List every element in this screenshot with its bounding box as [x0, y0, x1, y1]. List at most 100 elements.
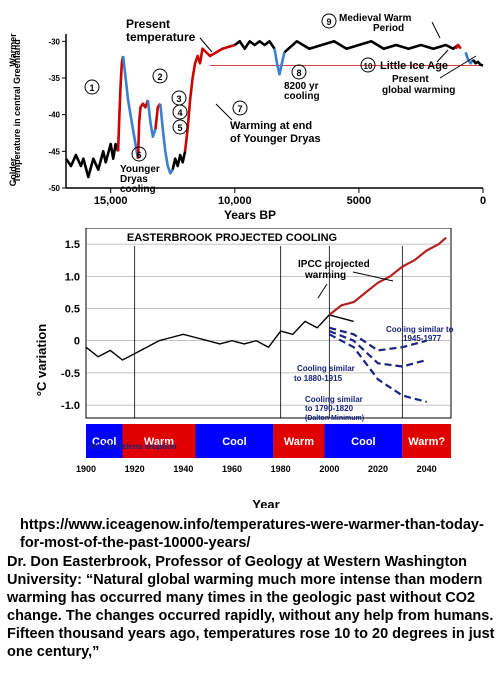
bottom-plot-frame: [85, 227, 452, 419]
marker-6-label: 6: [136, 150, 141, 160]
annotation-cooling-1790-3: (Dalton Minimum): [305, 415, 364, 422]
bottom-x-tick-label: 1940: [173, 464, 193, 474]
top-series-base: [64, 142, 120, 179]
top-ylabel-temperature: Temperature in central Greenland: [12, 39, 22, 182]
marker-8-label: 8: [296, 68, 301, 78]
phase-label: Warm: [284, 436, 314, 448]
top-x-tick-label: 15,000: [94, 195, 128, 207]
marker-4: [172, 104, 188, 120]
bottom-y-tick-label: 0.5: [65, 304, 80, 316]
marker-7: [232, 100, 248, 116]
annotation-mt-st-helens: Mt. St. Helens eruption: [90, 442, 177, 451]
phase-label: Warm: [144, 436, 174, 448]
marker-9: [321, 13, 337, 29]
annotation-cooling-1880-2: to 1880-1915: [294, 374, 343, 383]
annotation-8200-1: 8200 yr: [284, 81, 319, 92]
arrow-medieval: [431, 21, 441, 39]
annotation-younger-dryas-3: cooling: [120, 184, 156, 195]
bottom-xlabel: Year: [252, 497, 279, 508]
arrow-present-temperature: [199, 37, 213, 53]
bottom-y-tick-label: 1.0: [65, 271, 80, 283]
bottom-series-0: [85, 314, 354, 361]
top-series-holocene-2: [283, 39, 459, 54]
annotation-present-temperature-line2: temperature: [126, 30, 196, 44]
phase-band: [324, 424, 403, 458]
bottom-y-tick-label: -1.0: [61, 400, 80, 412]
marker-6: [131, 146, 147, 162]
annotation-present-gw-1: Present: [392, 74, 429, 85]
top-series-cooling-2: [121, 55, 140, 159]
phase-band: [402, 424, 451, 458]
top-series-medieval-9: [454, 43, 462, 50]
arrow-ipcc: [352, 271, 394, 282]
annotation-8200-2: cooling: [284, 91, 320, 102]
easterbrook-projection-svg: EASTERBROOK PROJECTED COOLING -1.0 -0.5 0 0…: [34, 227, 454, 512]
top-series-present: [472, 58, 484, 67]
annotation-younger-dryas-2: Dryas: [120, 174, 148, 185]
bottom-x-tick-label: 2020: [368, 464, 388, 474]
annotation-ipcc-1: IPCC projected: [298, 259, 370, 270]
marker-5-label: 5: [177, 123, 182, 133]
greenland-temperature-chart: -30 -35 -40 -45 -50 15,000 10,000 5000 0 Temper…: [0, 0, 499, 235]
bottom-y-tick-label: 0: [74, 336, 80, 348]
marker-3-label: 3: [176, 94, 181, 104]
annotation-present-temperature: Present: [126, 17, 170, 31]
greenland-temperature-svg: -30 -35 -40 -45 -50 15,000 10,000 5000 0 Temper…: [8, 13, 486, 222]
top-series-cooling-8: [273, 48, 286, 76]
annotation-present-gw-2: global warming: [382, 85, 455, 96]
annotation-warming-yd-2: of Younger Dryas: [230, 133, 321, 145]
top-xlabel: Years BP: [224, 208, 276, 222]
bottom-series-1: [328, 236, 447, 316]
bottom-x-tick-label: 2000: [319, 464, 339, 474]
top-series-lia-10: [464, 51, 475, 65]
top-y-tick-label: -40: [48, 111, 60, 120]
bottom-chart-title: EASTERBROOK PROJECTED COOLING: [127, 232, 337, 244]
bottom-x-tick-label: 2040: [417, 464, 437, 474]
phase-band: [86, 424, 123, 458]
annotation-lia: Little Ice Age: [380, 60, 448, 72]
marker-1: [84, 79, 100, 95]
marker-10-label: 10: [364, 62, 373, 71]
bottom-y-tick-label: 1.5: [65, 239, 80, 251]
top-series-warming-3: [136, 99, 150, 159]
top-y-tick-label: -50: [48, 184, 60, 193]
top-series-warming-1: [116, 55, 125, 152]
top-series-holocene: [234, 39, 276, 51]
phase-label: Cool: [351, 436, 375, 448]
phase-band: [195, 424, 274, 458]
bottom-x-tick-label: 1960: [222, 464, 242, 474]
bottom-x-tick-label: 1900: [76, 464, 96, 474]
annotation-cooling-1790-2: to 1790-1820: [305, 404, 354, 413]
marker-5: [172, 119, 188, 135]
annotation-cooling-1880-1: Cooling similar: [297, 364, 355, 373]
easterbrook-projection-chart: EASTERBROOK PROJECTED COOLING -1.0 -0.5 0 0…: [0, 227, 499, 512]
bottom-ylabel: °C variation: [34, 324, 49, 396]
top-series-cooling-6: [159, 103, 174, 175]
top-ylabel-warmer: Warmer: [8, 33, 18, 67]
top-y-tick-label: -45: [48, 147, 60, 156]
marker-4-label: 4: [177, 108, 182, 118]
annotation-ipcc-2: warming: [304, 270, 346, 281]
top-ylabel-colder: Colder: [8, 157, 18, 186]
phase-band: [122, 424, 196, 458]
phase-label: Warm?: [408, 436, 445, 448]
annotation-cooling-1945-2: 1945-1977: [403, 334, 442, 343]
source-block: https://www.iceagenow.info/temperatures-…: [7, 516, 495, 661]
quote-text: Dr. Don Easterbrook, Professor of Geolog…: [7, 554, 495, 660]
annotation-medieval-2: Period: [373, 23, 404, 34]
marker-10: [360, 57, 376, 73]
top-series-base-2: [171, 151, 187, 170]
source-url: https://www.iceagenow.info/temperatures-…: [20, 517, 484, 551]
arrow-ipcc-2: [317, 283, 328, 299]
phase-label: Cool: [222, 436, 246, 448]
top-series-warming-7: [183, 43, 236, 152]
bottom-series-4: [328, 333, 427, 403]
bottom-y-tick-label: -0.5: [61, 368, 80, 380]
annotation-warming-yd-1: Warming at end: [230, 120, 312, 132]
marker-2: [152, 68, 168, 84]
top-y-tick-label: -35: [48, 74, 60, 83]
annotation-medieval-1: Medieval Warm: [339, 13, 412, 24]
marker-7-label: 7: [237, 104, 242, 114]
marker-8: [291, 64, 307, 80]
top-y-tick-label: -30: [48, 37, 60, 46]
